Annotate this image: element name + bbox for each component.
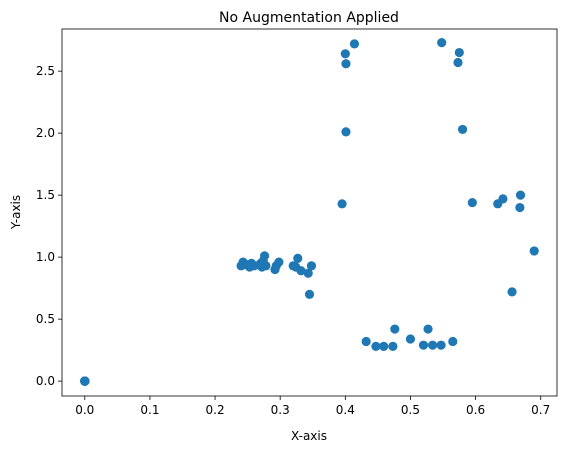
data-point — [507, 287, 517, 297]
x-axis-label: X-axis — [291, 429, 327, 443]
data-point — [296, 266, 306, 276]
data-point — [498, 194, 508, 204]
y-tick-label: 2.5 — [36, 64, 55, 78]
x-tick-label: 0.7 — [531, 403, 550, 417]
data-point — [349, 39, 360, 49]
data-point — [427, 340, 438, 350]
data-point — [388, 341, 398, 352]
data-point — [448, 336, 458, 347]
y-tick-label: 1.5 — [36, 188, 55, 202]
data-points — [80, 38, 539, 386]
data-point — [453, 57, 463, 68]
data-point — [437, 38, 447, 48]
data-point — [515, 190, 526, 200]
y-tick-label: 0.0 — [36, 374, 55, 388]
data-point — [361, 336, 371, 347]
y-axis-ticks: 0.0 0.5 1.0 1.5 2.0 2.5 — [36, 64, 62, 388]
data-point — [423, 324, 433, 334]
x-tick-label: 0.4 — [336, 403, 355, 417]
data-point — [341, 127, 351, 137]
y-tick-label: 1.0 — [36, 250, 55, 264]
data-point — [293, 253, 303, 263]
data-point — [304, 289, 315, 299]
data-point — [454, 47, 464, 58]
data-point — [261, 261, 271, 271]
y-tick-label: 2.0 — [36, 126, 55, 140]
data-point — [436, 340, 446, 350]
data-point — [467, 197, 477, 208]
x-tick-label: 0.1 — [140, 403, 159, 417]
data-point — [274, 257, 284, 267]
x-tick-label: 0.3 — [271, 403, 290, 417]
x-tick-label: 0.0 — [75, 403, 94, 417]
data-point — [337, 199, 347, 209]
data-point — [515, 202, 525, 213]
data-point — [341, 59, 351, 69]
x-tick-label: 0.5 — [401, 403, 420, 417]
data-point — [259, 251, 270, 261]
data-point — [379, 341, 389, 352]
plot-area — [61, 28, 558, 397]
x-axis-ticks: 0.0 0.1 0.2 0.3 0.4 0.5 0.6 0.7 — [75, 396, 550, 417]
data-point — [340, 49, 350, 59]
x-tick-label: 0.2 — [206, 403, 225, 417]
data-point — [418, 340, 429, 350]
data-point — [390, 324, 400, 334]
data-point — [529, 246, 539, 256]
y-tick-label: 0.5 — [36, 312, 55, 326]
x-tick-label: 0.6 — [466, 403, 485, 417]
data-point — [306, 261, 317, 271]
chart-title: No Augmentation Applied — [219, 10, 399, 26]
y-axis-label: Y-axis — [9, 195, 23, 230]
axes-frame — [61, 28, 558, 397]
data-point — [80, 376, 90, 386]
data-point — [405, 334, 416, 344]
data-point — [457, 124, 468, 135]
data-point — [303, 268, 313, 278]
data-point — [371, 341, 381, 352]
